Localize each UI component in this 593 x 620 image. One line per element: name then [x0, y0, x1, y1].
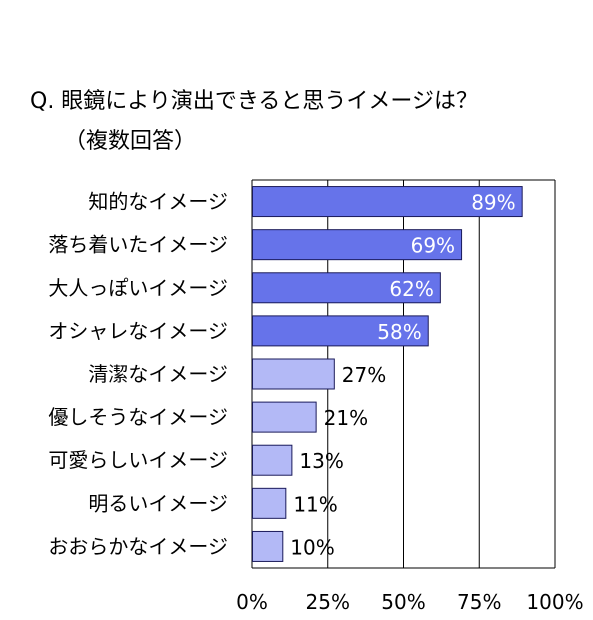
bar: [252, 444, 293, 476]
data-label: 69%: [411, 234, 455, 258]
data-label: 21%: [324, 406, 368, 430]
bar: [252, 315, 429, 347]
data-label: 58%: [377, 320, 421, 344]
bar: [252, 358, 335, 390]
chart-title: Q. 眼鏡により演出できると思うイメージは？: [30, 89, 478, 114]
bar: [252, 401, 317, 433]
x-tick-label: 0%: [236, 590, 268, 614]
category-label: 明るいイメージ: [88, 491, 228, 515]
chart-subtitle: （複数回答）: [64, 129, 197, 154]
data-label: 10%: [290, 535, 334, 559]
bar: [252, 186, 523, 218]
data-label: 62%: [389, 277, 433, 301]
category-label: 可愛らしいイメージ: [48, 448, 228, 472]
category-label: 大人っぽいイメージ: [48, 276, 228, 300]
x-tick-label: 50%: [381, 590, 425, 614]
category-label: 落ち着いたイメージ: [48, 233, 228, 257]
x-tick-label: 25%: [306, 590, 350, 614]
category-label: オシャレなイメージ: [48, 319, 228, 343]
data-label: 27%: [342, 363, 386, 387]
data-label: 89%: [471, 191, 515, 215]
category-label: おおらかなイメージ: [48, 534, 228, 558]
category-label: 清潔なイメージ: [88, 362, 228, 386]
x-tick-label: 75%: [457, 590, 501, 614]
bar: [252, 530, 284, 562]
x-tick-label: 100%: [526, 590, 583, 614]
data-label: 11%: [293, 492, 337, 516]
bar: [252, 272, 441, 304]
bar: [252, 487, 287, 519]
data-label: 13%: [299, 449, 343, 473]
bar: [252, 229, 463, 261]
category-label: 優しそうなイメージ: [48, 405, 228, 429]
category-label: 知的なイメージ: [88, 190, 228, 214]
